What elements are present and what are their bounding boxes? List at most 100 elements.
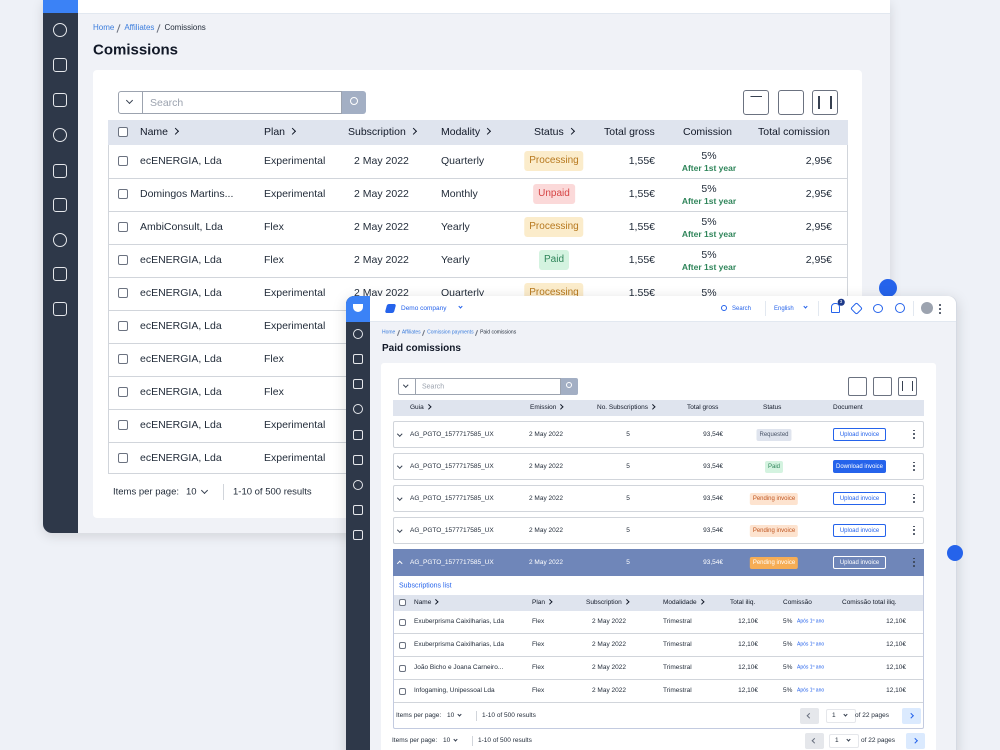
document-button[interactable] xyxy=(833,492,886,505)
checkbox[interactable] xyxy=(118,387,128,397)
search-input[interactable] xyxy=(142,91,342,114)
column-header[interactable]: No. Subscriptions xyxy=(597,404,654,412)
document-button[interactable] xyxy=(833,556,886,569)
menu-dot[interactable] xyxy=(913,465,915,468)
search-input[interactable] xyxy=(416,378,561,395)
menu-dot[interactable] xyxy=(913,525,915,528)
items-per-page-value[interactable]: 10 xyxy=(447,711,455,719)
prev-page-button[interactable] xyxy=(805,733,824,749)
checkbox[interactable] xyxy=(118,354,128,364)
sidebar-icon[interactable] xyxy=(353,455,363,465)
checkbox[interactable] xyxy=(399,641,406,649)
checkbox[interactable] xyxy=(118,288,128,298)
payment-row[interactable] xyxy=(393,549,924,576)
toolbar-button[interactable] xyxy=(873,377,892,396)
prev-page-button[interactable] xyxy=(800,708,819,724)
sidebar-icon[interactable] xyxy=(53,198,67,212)
menu-dot[interactable] xyxy=(913,497,915,500)
next-page-button[interactable] xyxy=(906,733,925,749)
column-header[interactable]: Name xyxy=(414,599,438,607)
menu-dot[interactable] xyxy=(913,533,915,536)
collapse-button[interactable] xyxy=(879,279,897,297)
toolbar-button[interactable] xyxy=(898,377,917,396)
page-number[interactable]: 1 xyxy=(835,736,839,744)
items-per-page-value[interactable]: 10 xyxy=(443,736,451,744)
items-per-page-value[interactable]: 10 xyxy=(186,486,197,498)
breadcrumb-link[interactable]: Affiliates xyxy=(401,329,421,336)
menu-dot[interactable] xyxy=(913,461,915,464)
checkbox[interactable] xyxy=(399,664,406,672)
sidebar-icon[interactable] xyxy=(53,58,67,72)
checkbox[interactable] xyxy=(118,222,128,232)
checkbox[interactable] xyxy=(118,453,128,463)
sidebar-icon[interactable] xyxy=(353,505,363,515)
toolbar-button[interactable] xyxy=(778,90,804,115)
column-header[interactable]: Name xyxy=(140,127,178,138)
checkbox[interactable] xyxy=(118,127,128,137)
checkbox[interactable] xyxy=(118,156,128,166)
checkbox[interactable] xyxy=(118,321,128,331)
document-button[interactable] xyxy=(833,524,886,537)
toolbar-button[interactable] xyxy=(848,377,867,396)
breadcrumb-link[interactable]: Affiliates xyxy=(124,23,155,32)
column-header[interactable]: Status xyxy=(534,127,574,138)
column-header[interactable]: Guia xyxy=(410,404,430,412)
column-header[interactable]: Plan xyxy=(264,127,295,138)
breadcrumb-link[interactable]: Home xyxy=(382,329,396,336)
language-selector[interactable]: English xyxy=(774,306,794,312)
sidebar-icon[interactable] xyxy=(53,128,67,142)
checkbox[interactable] xyxy=(118,420,128,430)
avatar[interactable] xyxy=(921,302,933,314)
menu-dot[interactable] xyxy=(913,469,915,472)
breadcrumb-link[interactable]: Home xyxy=(93,23,115,32)
menu-dot[interactable] xyxy=(939,304,941,306)
checkbox[interactable] xyxy=(399,618,406,626)
sidebar-icon[interactable] xyxy=(53,164,67,178)
top-search[interactable]: Search xyxy=(732,306,752,312)
column-header[interactable]: Subscription xyxy=(586,599,628,607)
payment-row[interactable] xyxy=(393,485,924,512)
toolbar-button[interactable] xyxy=(743,90,769,115)
sidebar-icon[interactable] xyxy=(53,302,67,316)
checkbox[interactable] xyxy=(118,189,128,199)
checkbox[interactable] xyxy=(118,255,128,265)
menu-dot[interactable] xyxy=(913,501,915,504)
page-select[interactable] xyxy=(826,709,856,723)
column-header[interactable]: Plan xyxy=(532,599,552,607)
sidebar-icon[interactable] xyxy=(353,329,363,339)
chat-icon[interactable] xyxy=(873,304,883,313)
menu-dot[interactable] xyxy=(913,529,915,532)
menu-dot[interactable] xyxy=(939,311,941,314)
page-select[interactable] xyxy=(829,734,859,748)
checkbox[interactable] xyxy=(399,687,406,695)
next-page-button[interactable] xyxy=(902,708,921,724)
document-button[interactable] xyxy=(833,428,886,441)
sidebar-icon[interactable] xyxy=(353,430,363,440)
bell-icon[interactable] xyxy=(831,303,840,313)
menu-dot[interactable] xyxy=(913,493,915,496)
sidebar-icon[interactable] xyxy=(53,93,67,107)
menu-dot[interactable] xyxy=(913,557,915,560)
sidebar-icon[interactable] xyxy=(353,480,363,490)
menu-dot[interactable] xyxy=(939,307,941,310)
company-selector[interactable]: Demo company xyxy=(401,304,447,312)
menu-dot[interactable] xyxy=(913,561,915,564)
menu-dot[interactable] xyxy=(913,437,915,440)
collapse-button[interactable] xyxy=(947,545,963,561)
menu-dot[interactable] xyxy=(913,433,915,436)
payment-row[interactable] xyxy=(393,421,924,448)
sidebar-icon[interactable] xyxy=(53,233,67,247)
filter-dropdown[interactable] xyxy=(398,378,416,395)
sidebar-icon[interactable] xyxy=(53,267,67,281)
sidebar-icon[interactable] xyxy=(353,379,363,389)
sidebar-icon[interactable] xyxy=(353,354,363,364)
document-button[interactable] xyxy=(833,460,886,473)
menu-dot[interactable] xyxy=(913,565,915,568)
menu-dot[interactable] xyxy=(913,429,915,432)
checkbox[interactable] xyxy=(399,599,406,606)
sidebar-icon[interactable] xyxy=(353,530,363,540)
column-header[interactable]: Emission xyxy=(530,404,563,412)
payment-row[interactable] xyxy=(393,517,924,544)
column-header[interactable]: Subscription xyxy=(348,127,416,138)
column-header[interactable]: Modality xyxy=(441,127,490,138)
